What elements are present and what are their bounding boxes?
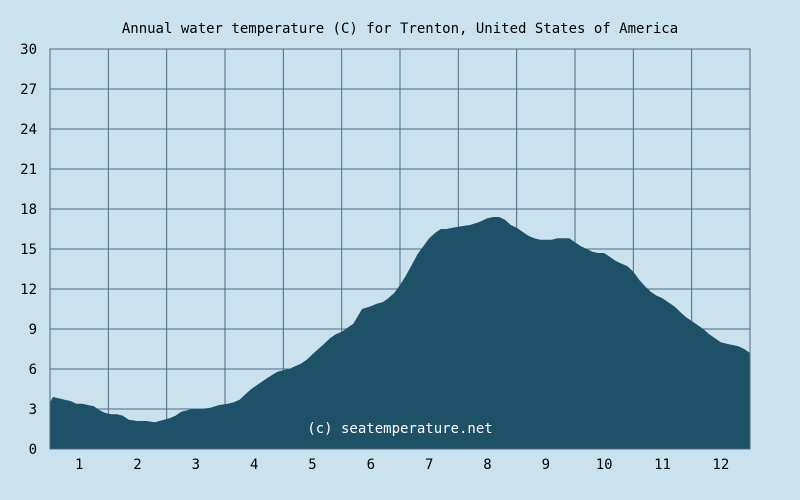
x-tick-label: 1 [75,457,83,473]
y-axis: 0 3 6 9 12 15 18 21 24 27 30 [20,42,37,458]
y-tick-label: 24 [20,122,37,138]
watermark-text: (c) seatemperature.net [307,421,492,437]
y-tick-label: 12 [20,282,37,298]
plot-border [49,48,751,450]
x-axis: 1 2 3 4 5 6 7 8 9 10 11 12 [75,457,729,473]
y-tick-label: 3 [29,402,37,418]
area-series [50,217,750,449]
chart-title: Annual water temperature (C) for Trenton… [122,21,678,37]
x-tick-label: 5 [308,457,316,473]
y-tick-label: 9 [29,322,37,338]
x-tick-label: 11 [654,457,671,473]
x-tick-label: 6 [367,457,375,473]
y-tick-label: 15 [20,242,37,258]
y-tick-label: 30 [20,42,37,58]
x-tick-label: 2 [133,457,141,473]
x-tick-label: 8 [483,457,491,473]
y-tick-label: 27 [20,82,37,98]
x-tick-label: 3 [192,457,200,473]
y-tick-label: 18 [20,202,37,218]
y-tick-label: 21 [20,162,37,178]
y-tick-label: 0 [29,442,37,458]
x-tick-label: 7 [425,457,433,473]
x-tick-label: 9 [542,457,550,473]
x-tick-label: 10 [596,457,613,473]
y-tick-label: 6 [29,362,37,378]
x-tick-label: 12 [712,457,729,473]
temperature-area [50,217,750,449]
x-tick-label: 4 [250,457,258,473]
plot-frame [49,48,751,450]
